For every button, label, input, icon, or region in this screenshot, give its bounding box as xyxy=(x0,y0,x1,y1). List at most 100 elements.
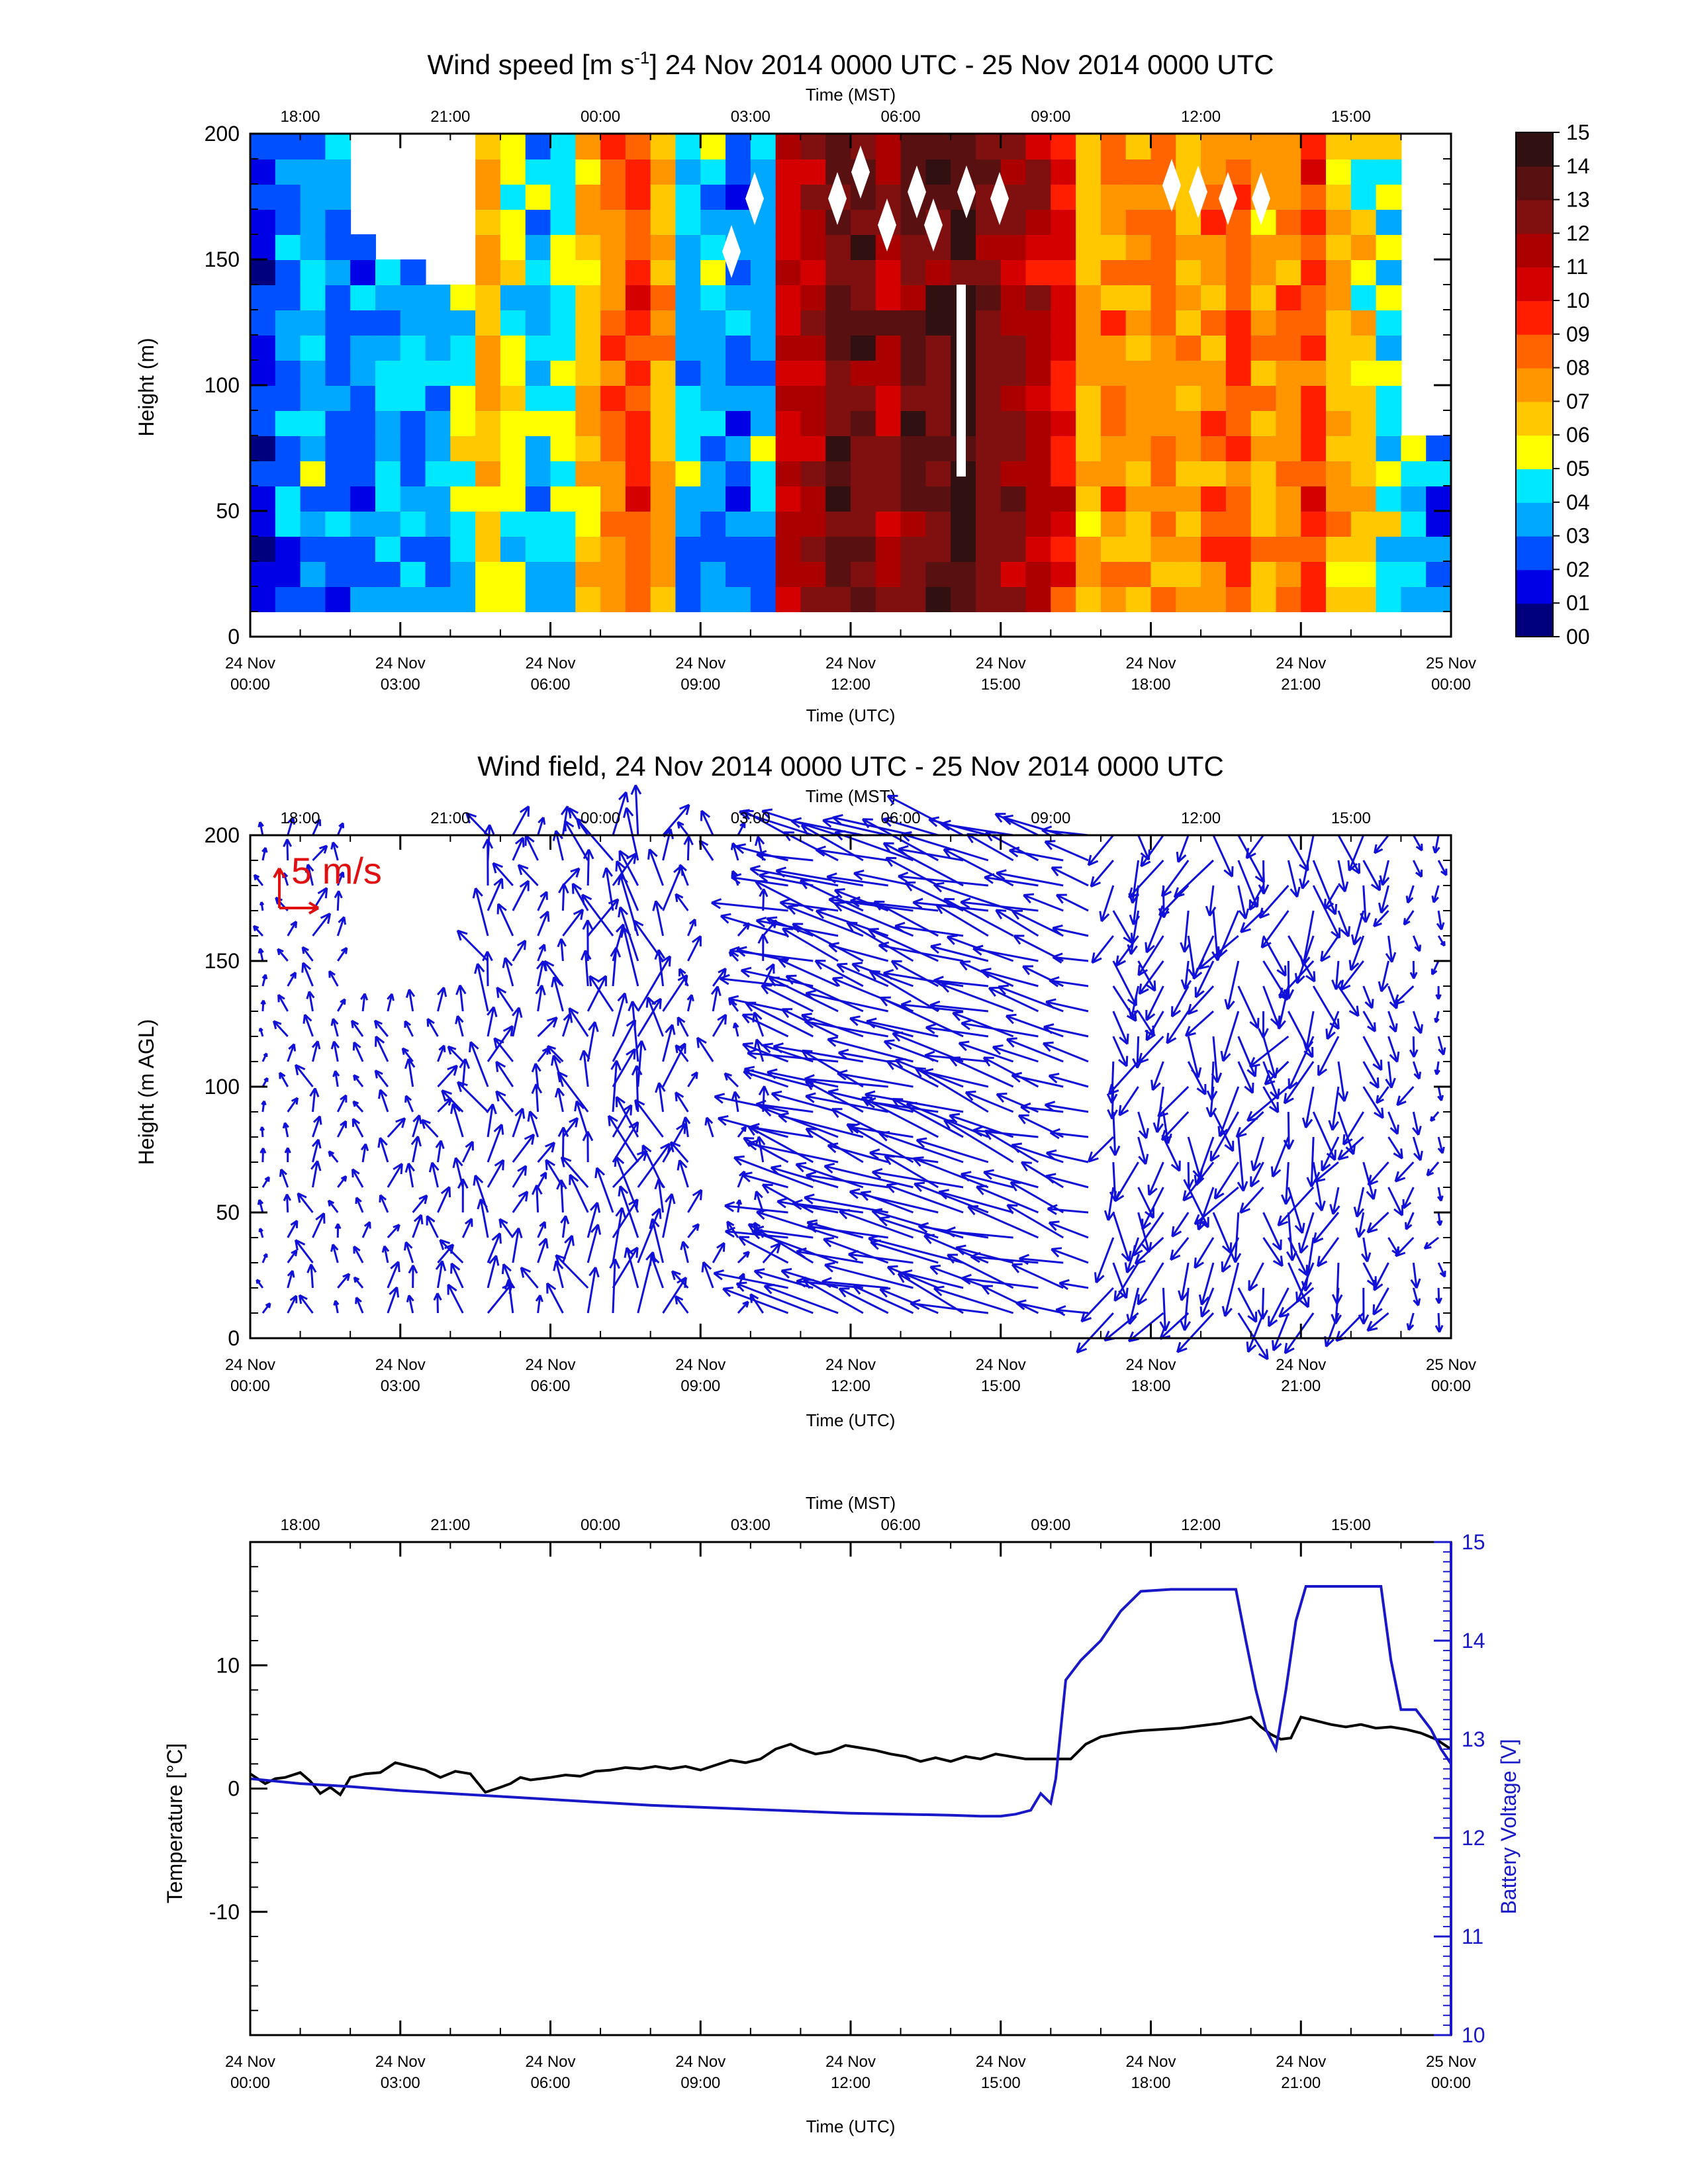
wind-speed-cell xyxy=(1151,385,1177,411)
wind-speed-cell xyxy=(1376,134,1402,159)
wind-speed-cell xyxy=(1251,285,1277,310)
wind-speed-cell xyxy=(851,435,876,461)
wind-speed-cell xyxy=(800,360,826,386)
wind-speed-cell xyxy=(751,536,776,562)
wind-speed-cell xyxy=(925,259,951,285)
wind-speed-cell xyxy=(876,159,902,185)
wind-speed-cell xyxy=(350,410,376,436)
wind-speed-cell xyxy=(1326,360,1352,386)
wind-speed-cell xyxy=(1401,561,1427,587)
wind-speed-cell xyxy=(1401,586,1427,612)
wind-speed-cell xyxy=(1301,310,1327,336)
colorbar-tick-label: 10 xyxy=(1566,289,1590,312)
wind-speed-cell xyxy=(475,410,501,436)
y-tick-label: 150 xyxy=(205,949,240,973)
x2-tick-label: 03:00 xyxy=(731,108,771,126)
x2-tick-label: 06:00 xyxy=(881,1516,921,1534)
wind-arrow xyxy=(1115,1162,1138,1201)
wind-speed-cell xyxy=(675,511,701,537)
wind-speed-cell xyxy=(825,561,851,587)
wind-speed-cell xyxy=(1076,561,1102,587)
wind-speed-cell xyxy=(1351,259,1377,285)
wind-speed-cell xyxy=(951,586,976,612)
x2-tick-label: 09:00 xyxy=(1031,1516,1070,1534)
wind-speed-cell xyxy=(325,486,351,512)
wind-speed-cell xyxy=(925,385,951,411)
wind-speed-cell xyxy=(776,385,802,411)
wind-speed-cell xyxy=(1076,486,1102,512)
wind-speed-cell xyxy=(800,209,826,235)
wind-speed-cell xyxy=(675,385,701,411)
wind-speed-cell xyxy=(976,134,1002,159)
x-tick-line2: 12:00 xyxy=(831,676,870,694)
x-tick-label: 24 Nov 03:00 xyxy=(375,655,426,694)
wind-speed-cell xyxy=(726,536,751,562)
wind-speed-cell xyxy=(651,486,677,512)
wind-speed-cell xyxy=(700,234,726,260)
wind-speed-cell xyxy=(275,586,301,612)
wind-speed-cell xyxy=(925,586,951,612)
wind-speed-cell xyxy=(1226,310,1252,336)
wind-arrow xyxy=(984,1058,1038,1087)
wind-speed-cell xyxy=(626,360,651,386)
wind-speed-cell xyxy=(426,285,451,310)
wind-speed-cell xyxy=(876,360,902,386)
wind-speed-cell xyxy=(901,385,927,411)
wind-speed-cell xyxy=(726,586,751,612)
wind-speed-cell xyxy=(1126,159,1152,185)
wind-arrow xyxy=(487,952,488,986)
wind-speed-cell xyxy=(1051,234,1076,260)
wind-speed-cell xyxy=(1176,435,1201,461)
wind-speed-cell xyxy=(1126,435,1152,461)
x-tick-label: 25 Nov 00:00 xyxy=(1426,655,1476,694)
wind-speed-cell xyxy=(250,234,276,260)
wind-arrow xyxy=(1188,986,1213,1014)
wind-speed-cell xyxy=(1001,410,1027,436)
wind-speed-cell xyxy=(1326,410,1352,436)
wind-speed-cell xyxy=(350,586,376,612)
wind-speed-cell xyxy=(500,486,526,512)
wind-speed-cell xyxy=(575,310,601,336)
wind-speed-cell xyxy=(726,435,751,461)
wind-speed-cell xyxy=(1326,486,1352,512)
wind-arrow xyxy=(976,1187,1038,1212)
wind-speed-cell xyxy=(1426,486,1452,512)
wind-speed-cell xyxy=(1176,310,1201,336)
wind-speed-cell xyxy=(1076,461,1102,486)
wind-speed-cell xyxy=(275,335,301,361)
wind-speed-cell xyxy=(751,285,776,310)
wind-speed-colorbar: 00010203040506070809101112131415 xyxy=(1516,120,1590,649)
wind-speed-cell xyxy=(925,461,951,486)
wind-speed-cell xyxy=(1076,410,1102,436)
wind-field-y-label: Height (m AGL) xyxy=(134,1019,158,1165)
wind-speed-cell xyxy=(526,259,551,285)
wind-speed-cell xyxy=(626,285,651,310)
wind-speed-cell xyxy=(626,486,651,512)
x-tick-line1: 24 Nov xyxy=(375,2053,426,2071)
wind-arrow xyxy=(723,1289,788,1313)
wind-speed-cell xyxy=(1326,536,1352,562)
wind-speed-cell xyxy=(1201,561,1227,587)
x-tick-label: 24 Nov 15:00 xyxy=(976,655,1026,694)
wind-speed-cell xyxy=(1001,234,1027,260)
wind-speed-cell xyxy=(825,259,851,285)
colorbar-swatch xyxy=(1516,502,1553,537)
y-tick-label: 0 xyxy=(228,1326,240,1350)
wind-speed-cell xyxy=(1126,184,1152,210)
wind-speed-cell xyxy=(700,285,726,310)
wind-speed-cell xyxy=(400,435,426,461)
wind-speed-cell xyxy=(901,259,927,285)
wind-speed-cell xyxy=(551,410,577,436)
wind-speed-cell xyxy=(375,435,401,461)
wind-speed-cell xyxy=(1051,159,1076,185)
wind-speed-cell xyxy=(475,310,501,336)
wind-speed-cell xyxy=(1101,184,1127,210)
wind-speed-cell xyxy=(1376,209,1402,235)
wind-arrow xyxy=(743,1015,788,1036)
wind-speed-cell xyxy=(1076,310,1102,336)
wind-speed-cell xyxy=(1301,410,1327,436)
wind-arrow xyxy=(1288,1112,1289,1149)
wind-speed-cell xyxy=(275,536,301,562)
wind-speed-cell xyxy=(651,259,677,285)
wind-speed-cell xyxy=(951,486,976,512)
